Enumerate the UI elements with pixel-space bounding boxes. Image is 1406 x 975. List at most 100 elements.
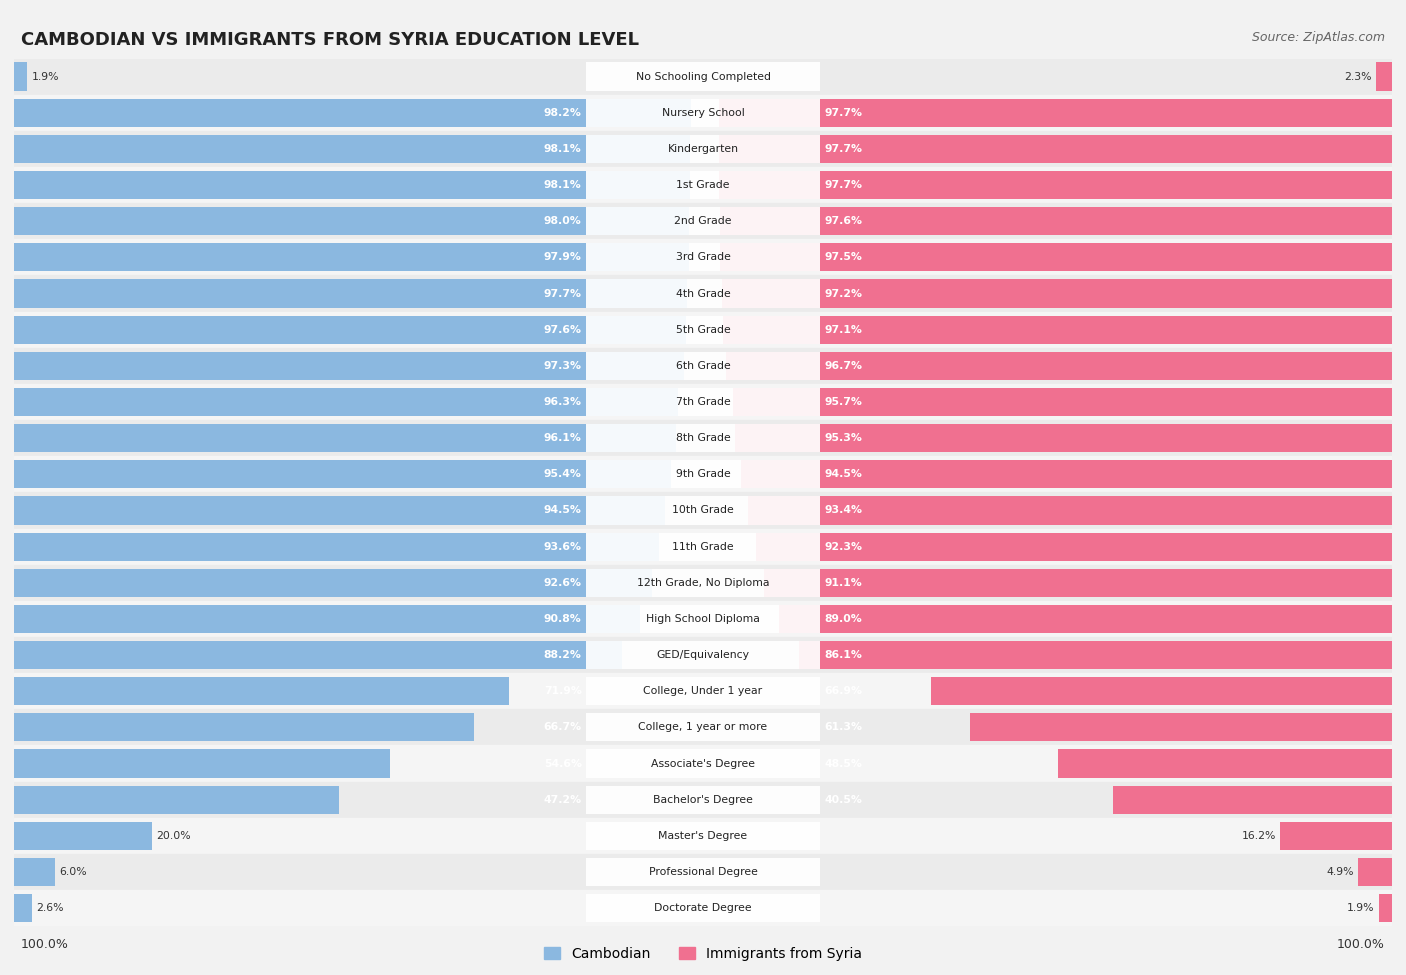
Bar <box>14 782 1392 818</box>
Bar <box>586 641 820 669</box>
Text: Nursery School: Nursery School <box>662 107 744 118</box>
Text: 91.1%: 91.1% <box>824 578 862 588</box>
Bar <box>14 135 690 163</box>
Bar <box>748 496 1392 525</box>
Text: 66.7%: 66.7% <box>544 722 582 732</box>
Text: 93.4%: 93.4% <box>824 505 862 516</box>
Bar <box>1376 62 1392 91</box>
Bar <box>586 98 820 127</box>
Text: 96.1%: 96.1% <box>544 433 582 444</box>
Text: 100.0%: 100.0% <box>1337 938 1385 951</box>
Bar <box>586 496 820 525</box>
Bar <box>718 135 1392 163</box>
Bar <box>14 275 1392 312</box>
Text: 88.2%: 88.2% <box>544 650 582 660</box>
Bar <box>799 641 1392 669</box>
Bar <box>586 207 820 235</box>
Text: 4.9%: 4.9% <box>1326 867 1354 878</box>
Text: 1st Grade: 1st Grade <box>676 180 730 190</box>
Text: 47.2%: 47.2% <box>544 795 582 804</box>
Bar <box>14 171 690 199</box>
Text: 97.2%: 97.2% <box>824 289 862 298</box>
Bar <box>586 62 820 91</box>
Bar <box>931 677 1392 705</box>
Bar <box>14 384 1392 420</box>
Text: 10th Grade: 10th Grade <box>672 505 734 516</box>
Text: 92.6%: 92.6% <box>544 578 582 588</box>
Bar <box>14 58 1392 95</box>
Text: 97.6%: 97.6% <box>544 325 582 334</box>
Text: 94.5%: 94.5% <box>544 505 582 516</box>
Text: No Schooling Completed: No Schooling Completed <box>636 71 770 82</box>
Text: 86.1%: 86.1% <box>824 650 862 660</box>
Bar <box>586 568 820 597</box>
Text: College, 1 year or more: College, 1 year or more <box>638 722 768 732</box>
Bar <box>14 496 665 525</box>
Bar <box>14 95 1392 131</box>
Bar <box>14 890 1392 926</box>
Text: 6.0%: 6.0% <box>59 867 87 878</box>
Bar <box>14 460 671 488</box>
Text: 96.7%: 96.7% <box>824 361 862 370</box>
Text: 2.6%: 2.6% <box>37 903 63 914</box>
Bar <box>720 243 1392 271</box>
Bar <box>14 714 474 742</box>
Text: 16.2%: 16.2% <box>1241 831 1277 840</box>
Bar <box>970 714 1392 742</box>
Text: 95.4%: 95.4% <box>544 469 582 480</box>
Text: Bachelor's Degree: Bachelor's Degree <box>652 795 754 804</box>
Bar <box>1379 894 1392 922</box>
Bar <box>14 62 27 91</box>
Bar <box>586 750 820 778</box>
Bar <box>586 388 820 416</box>
Text: 97.7%: 97.7% <box>824 144 862 154</box>
Bar <box>718 98 1392 127</box>
Bar <box>14 388 678 416</box>
Bar <box>14 532 659 561</box>
Text: 98.1%: 98.1% <box>544 144 582 154</box>
Bar <box>586 135 820 163</box>
Text: Master's Degree: Master's Degree <box>658 831 748 840</box>
Bar <box>586 532 820 561</box>
Bar <box>1114 786 1392 814</box>
Text: 97.1%: 97.1% <box>824 325 862 334</box>
Text: 2.3%: 2.3% <box>1344 71 1372 82</box>
Text: 71.9%: 71.9% <box>544 686 582 696</box>
Bar <box>586 352 820 380</box>
Bar <box>14 709 1392 746</box>
Text: 97.5%: 97.5% <box>824 253 862 262</box>
Text: 94.5%: 94.5% <box>824 469 862 480</box>
Text: Doctorate Degree: Doctorate Degree <box>654 903 752 914</box>
Text: 97.7%: 97.7% <box>824 180 862 190</box>
Bar <box>725 352 1392 380</box>
Bar <box>779 604 1392 633</box>
Bar <box>14 456 1392 492</box>
Bar <box>14 352 685 380</box>
Bar <box>14 131 1392 167</box>
Text: 1.9%: 1.9% <box>1347 903 1375 914</box>
Bar <box>723 280 1392 308</box>
Bar <box>723 316 1392 344</box>
Bar <box>735 424 1392 452</box>
Bar <box>14 348 1392 384</box>
Bar <box>765 568 1392 597</box>
Bar <box>14 243 689 271</box>
Text: 98.1%: 98.1% <box>544 180 582 190</box>
Text: 48.5%: 48.5% <box>824 759 862 768</box>
Text: Kindergarten: Kindergarten <box>668 144 738 154</box>
Bar <box>586 243 820 271</box>
Bar <box>14 167 1392 203</box>
Text: 97.7%: 97.7% <box>544 289 582 298</box>
Bar <box>586 822 820 850</box>
Bar <box>14 239 1392 275</box>
Bar <box>720 207 1392 235</box>
Bar <box>14 637 1392 673</box>
Text: 97.6%: 97.6% <box>824 216 862 226</box>
Text: 93.6%: 93.6% <box>544 541 582 552</box>
Bar <box>14 280 688 308</box>
Text: 95.7%: 95.7% <box>824 397 862 407</box>
Bar <box>14 604 640 633</box>
Bar <box>586 894 820 922</box>
Text: 98.0%: 98.0% <box>544 216 582 226</box>
Text: 92.3%: 92.3% <box>824 541 862 552</box>
